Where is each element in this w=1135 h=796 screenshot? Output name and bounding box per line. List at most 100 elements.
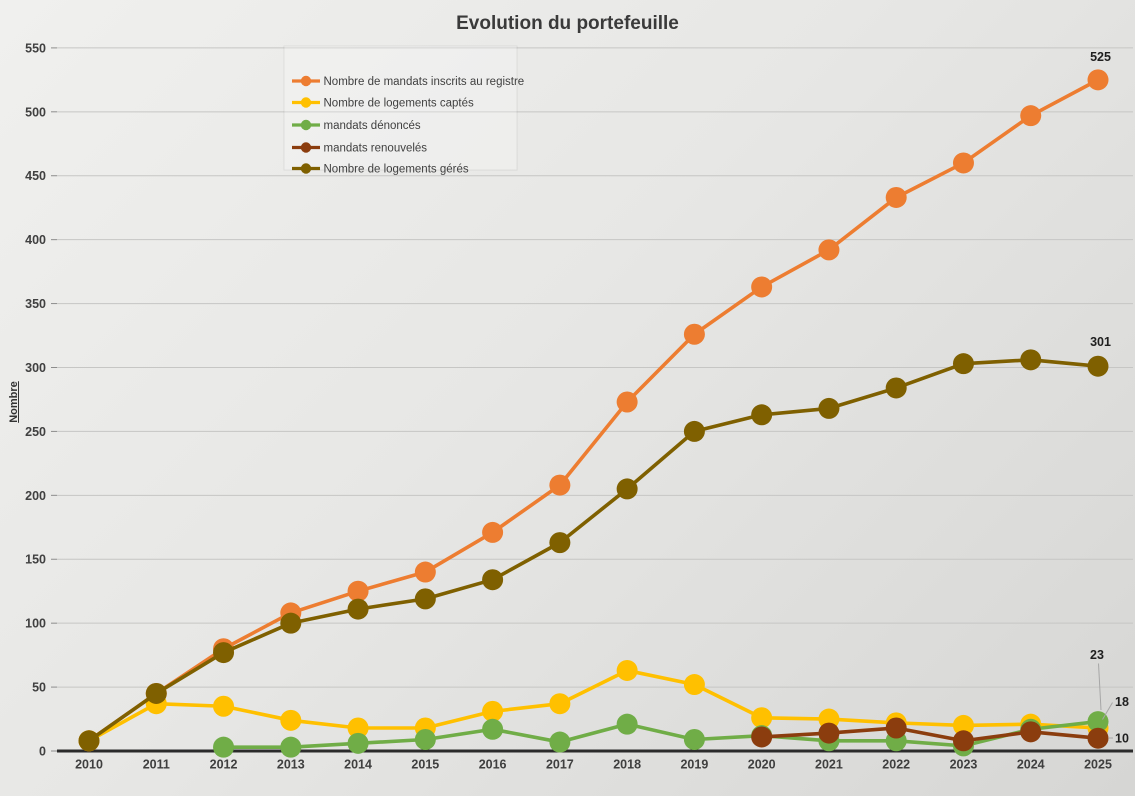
marker-mandats-denonces[interactable] xyxy=(1087,711,1109,733)
x-axis-label: 2021 xyxy=(815,758,843,772)
data-label: 18 xyxy=(1115,695,1129,709)
y-axis-tick-label: 550 xyxy=(25,41,46,55)
marker-logements-captes[interactable] xyxy=(952,714,974,736)
marker-logements-captes[interactable] xyxy=(616,659,638,681)
legend-marker-swatch xyxy=(300,119,312,131)
series-line-mandats-inscrits-au-registre[interactable] xyxy=(87,78,1100,743)
marker-mandats-renouveles[interactable] xyxy=(952,730,974,752)
x-axis-label: 2025 xyxy=(1084,758,1112,772)
legend-item-mandats-renouveles[interactable]: mandats renouvelés xyxy=(292,142,428,155)
y-axis-tick-label: 400 xyxy=(25,233,46,247)
legend-item-mandats-inscrits-au-registre[interactable]: Nombre de mandats inscrits au registre xyxy=(292,75,525,88)
legend-item-label: mandats renouvelés xyxy=(324,143,428,155)
x-axis-label: 2018 xyxy=(613,758,641,772)
x-axis-label: 2015 xyxy=(411,758,439,772)
y-axis-tick-label: 150 xyxy=(25,553,46,567)
marker-mandats-denonces[interactable] xyxy=(482,718,504,740)
marker-logements-geres[interactable] xyxy=(751,404,773,426)
legend-marker-swatch xyxy=(300,97,312,108)
legend-item-mandats-denonces[interactable]: mandats dénoncés xyxy=(292,119,421,132)
marker-logements-geres[interactable] xyxy=(549,532,571,554)
legend-item-label: Nombre de mandats inscrits au registre xyxy=(324,76,525,88)
x-axis-label: 2022 xyxy=(882,758,910,772)
data-label-leader-line xyxy=(1098,663,1102,711)
legend-item-logements-captes[interactable]: Nombre de logements captés xyxy=(292,97,474,110)
marker-mandats-inscrits-au-registre[interactable] xyxy=(818,239,840,261)
marker-logements-captes[interactable] xyxy=(683,674,705,696)
marker-logements-captes[interactable] xyxy=(482,700,504,722)
y-axis-tick-label: 50 xyxy=(32,681,46,695)
marker-logements-captes[interactable] xyxy=(280,709,302,731)
y-axis-tick-label: 200 xyxy=(25,489,46,503)
x-axis-label: 2016 xyxy=(479,758,507,772)
marker-mandats-inscrits-au-registre[interactable] xyxy=(347,580,369,602)
marker-logements-geres[interactable] xyxy=(145,682,167,704)
data-label: 23 xyxy=(1090,648,1104,662)
marker-mandats-inscrits-au-registre[interactable] xyxy=(683,323,705,345)
data-label: 525 xyxy=(1090,50,1111,64)
legend-item-label: Nombre de logements gérés xyxy=(324,164,469,176)
x-axis-label: 2017 xyxy=(546,758,574,772)
marker-logements-captes[interactable] xyxy=(549,693,571,715)
marker-logements-captes[interactable] xyxy=(751,707,773,729)
marker-mandats-denonces[interactable] xyxy=(616,713,638,735)
series-line-logements-geres[interactable] xyxy=(87,358,1100,743)
marker-logements-geres[interactable] xyxy=(885,377,907,399)
marker-logements-geres[interactable] xyxy=(280,612,302,634)
legend-marker-swatch xyxy=(300,142,312,153)
data-label: 10 xyxy=(1115,732,1129,746)
x-axis-label: 2020 xyxy=(748,758,776,772)
marker-logements-geres[interactable] xyxy=(683,420,705,442)
marker-mandats-inscrits-au-registre[interactable] xyxy=(1020,105,1042,127)
marker-logements-captes[interactable] xyxy=(213,695,235,717)
marker-logements-geres[interactable] xyxy=(213,642,235,664)
marker-mandats-inscrits-au-registre[interactable] xyxy=(482,521,504,543)
y-axis-tick-label: 0 xyxy=(39,745,46,759)
y-axis-tick-label: 450 xyxy=(25,169,46,183)
y-axis-tick-label: 500 xyxy=(25,105,46,119)
marker-logements-captes[interactable] xyxy=(347,717,369,739)
marker-mandats-renouveles[interactable] xyxy=(1020,721,1042,743)
marker-mandats-inscrits-au-registre[interactable] xyxy=(952,152,974,174)
y-axis-tick-label: 350 xyxy=(25,297,46,311)
marker-mandats-denonces[interactable] xyxy=(280,736,302,758)
marker-logements-geres[interactable] xyxy=(78,730,100,752)
x-axis-label: 2019 xyxy=(680,758,708,772)
marker-logements-geres[interactable] xyxy=(414,588,436,610)
marker-mandats-renouveles[interactable] xyxy=(818,722,840,744)
marker-mandats-inscrits-au-registre[interactable] xyxy=(1087,69,1109,91)
y-axis-title: Nombre xyxy=(8,381,20,423)
x-axis-label: 2014 xyxy=(344,758,372,772)
marker-mandats-inscrits-au-registre[interactable] xyxy=(885,186,907,208)
marker-mandats-inscrits-au-registre[interactable] xyxy=(616,391,638,413)
marker-logements-geres[interactable] xyxy=(952,353,974,375)
marker-mandats-inscrits-au-registre[interactable] xyxy=(414,561,436,583)
marker-logements-geres[interactable] xyxy=(1020,349,1042,371)
y-axis-tick-label: 100 xyxy=(25,617,46,631)
marker-mandats-renouveles[interactable] xyxy=(1087,727,1109,749)
series-line-mandats-renouveles[interactable] xyxy=(759,726,1100,743)
legend-item-logements-geres[interactable]: Nombre de logements gérés xyxy=(292,163,469,176)
marker-mandats-denonces[interactable] xyxy=(347,732,369,754)
marker-mandats-denonces[interactable] xyxy=(683,728,705,750)
marker-logements-geres[interactable] xyxy=(1087,355,1109,377)
marker-mandats-renouveles[interactable] xyxy=(885,717,907,739)
chart-title: Evolution du portefeuille xyxy=(456,13,679,34)
legend-panel xyxy=(283,45,518,171)
marker-logements-geres[interactable] xyxy=(616,478,638,500)
marker-mandats-renouveles[interactable] xyxy=(751,726,773,748)
marker-mandats-inscrits-au-registre[interactable] xyxy=(751,276,773,298)
series-line-mandats-denonces[interactable] xyxy=(221,719,1100,749)
legend-item-label: mandats dénoncés xyxy=(324,120,421,132)
marker-logements-geres[interactable] xyxy=(347,598,369,620)
marker-logements-geres[interactable] xyxy=(482,569,504,591)
marker-mandats-denonces[interactable] xyxy=(549,731,571,753)
x-axis-label: 2024 xyxy=(1017,758,1045,772)
marker-mandats-denonces[interactable] xyxy=(414,728,436,750)
series-line-logements-captes[interactable] xyxy=(87,668,1100,743)
marker-mandats-denonces[interactable] xyxy=(213,736,235,758)
y-axis-tick-label: 300 xyxy=(25,361,46,375)
x-axis-label: 2010 xyxy=(75,758,103,772)
marker-logements-geres[interactable] xyxy=(818,397,840,419)
marker-mandats-inscrits-au-registre[interactable] xyxy=(549,474,571,496)
